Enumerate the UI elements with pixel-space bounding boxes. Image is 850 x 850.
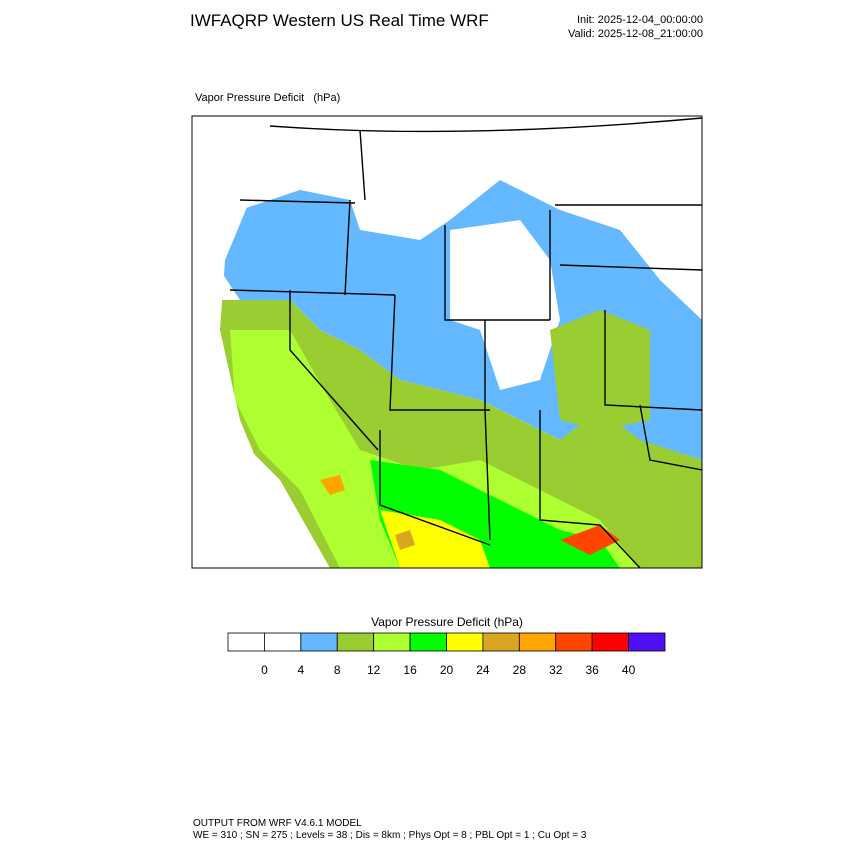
colorbar-box	[446, 632, 484, 652]
init-time: Init: 2025-12-04_00:00:00	[577, 14, 703, 26]
colorbar: 0 4 8 12 16 20 24 28 32 36 40	[227, 632, 666, 677]
footer-line: WE = 310 ; SN = 275 ; Levels = 38 ; Dis …	[193, 830, 587, 841]
colorbar-box	[336, 632, 375, 652]
colorbar-label: 32	[549, 663, 563, 677]
colorbar-box	[518, 632, 557, 652]
colorbar-box	[628, 632, 666, 652]
colorbar-label: 36	[585, 663, 599, 677]
colorbar-box	[591, 632, 629, 652]
colorbar-box	[409, 632, 447, 652]
colorbar-label: 16	[403, 663, 417, 677]
colorbar-box	[482, 632, 520, 652]
map-label: Vapor Pressure Deficit (hPa)	[195, 92, 340, 104]
title: IWFAQRP Western US Real Time WRF	[190, 11, 489, 30]
colorbar-label: 20	[440, 663, 454, 677]
colorbar-label: 12	[367, 663, 381, 677]
colorbar-title: Vapor Pressure Deficit (hPa)	[371, 615, 523, 629]
colorbar-label: 0	[261, 663, 268, 677]
map	[191, 115, 703, 569]
colorbar-label: 24	[476, 663, 490, 677]
colorbar-label: 4	[297, 663, 304, 677]
colorbar-box	[227, 632, 265, 652]
valid-time: Valid: 2025-12-08_21:00:00	[568, 28, 703, 40]
colorbar-label: 8	[334, 663, 341, 677]
colorbar-box	[264, 632, 302, 652]
colorbar-label: 40	[622, 663, 636, 677]
footer-line: OUTPUT FROM WRF V4.6.1 MODEL	[193, 818, 362, 829]
colorbar-box	[373, 632, 411, 652]
colorbar-box	[555, 632, 593, 652]
colorbar-box	[300, 632, 338, 652]
colorbar-label: 28	[513, 663, 527, 677]
